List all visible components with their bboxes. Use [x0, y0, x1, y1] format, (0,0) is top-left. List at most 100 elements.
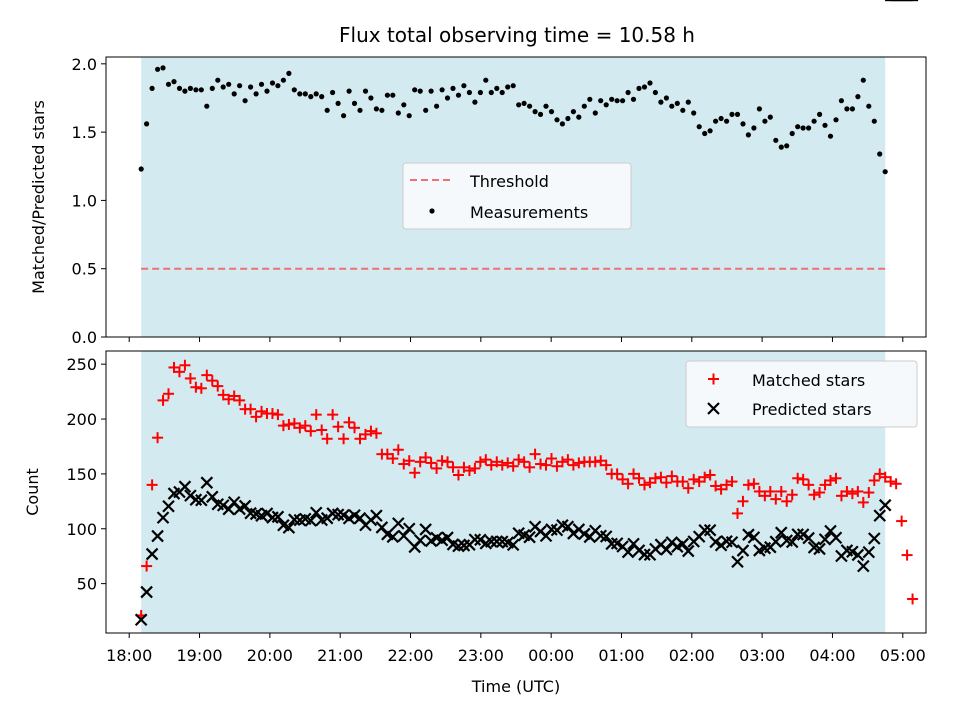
- y-tick-label: 100: [66, 520, 97, 539]
- ratio-point: [215, 77, 221, 83]
- legend-measurements-label: Measurements: [470, 203, 588, 222]
- predicted-point: [857, 559, 870, 573]
- matched-point: [660, 477, 672, 489]
- ratio-point: [806, 125, 812, 131]
- ratio-point: [406, 113, 412, 119]
- ratio-point: [204, 103, 210, 109]
- matched-point: [157, 394, 169, 406]
- ratio-point: [346, 88, 352, 94]
- x-tick-label: 19:00: [176, 646, 222, 665]
- ratio-point: [587, 96, 593, 102]
- ratio-point: [362, 88, 369, 94]
- ratio-point: [598, 98, 604, 104]
- ratio-point: [182, 88, 188, 94]
- matched-point: [146, 479, 158, 491]
- ratio-point: [734, 111, 741, 117]
- y-tick-label: 1.5: [72, 123, 97, 142]
- matched-point: [907, 593, 919, 605]
- predicted-point: [397, 529, 411, 543]
- top-y-ticks: 0.0 0.5 1.0 1.5 2.0: [72, 55, 106, 347]
- ratio-point: [658, 99, 664, 105]
- matched-point: [781, 495, 793, 507]
- matched-point: [896, 515, 908, 527]
- chart-title: Flux total observing time = 10.58 h: [339, 23, 695, 47]
- matched-point: [764, 485, 776, 497]
- matched-point: [327, 409, 339, 421]
- ratio-point: [269, 80, 276, 86]
- ratio-point: [838, 98, 845, 104]
- matched-point: [305, 425, 317, 437]
- ratio-point: [231, 91, 237, 97]
- predicted-point: [747, 531, 761, 544]
- ratio-point: [395, 110, 401, 116]
- ratio-point: [258, 81, 265, 87]
- matched-point: [496, 459, 508, 471]
- legend-measurements-swatch: [429, 208, 435, 214]
- ratio-point: [488, 89, 494, 96]
- predicted-point: [282, 521, 296, 534]
- ratio-point: [351, 100, 358, 106]
- matched-point: [742, 479, 754, 491]
- predicted-point: [304, 514, 318, 527]
- x-axis-label: Time (UTC): [471, 677, 560, 696]
- ratio-point: [220, 84, 226, 90]
- ratio-point: [822, 122, 828, 128]
- x-tick-label: 05:00: [880, 646, 926, 665]
- ratio-point: [171, 79, 177, 85]
- x-tick-label: 03:00: [739, 646, 785, 665]
- matched-point: [792, 472, 804, 484]
- ratio-point: [373, 106, 379, 112]
- x-tick-label: 18:00: [106, 646, 152, 665]
- y-tick-label: 2.0: [72, 55, 97, 74]
- y-tick-label: 250: [66, 355, 97, 374]
- matched-point: [857, 496, 869, 508]
- ratio-point: [740, 121, 746, 127]
- x-tick-label: 21:00: [317, 646, 363, 665]
- ratio-point: [581, 103, 587, 109]
- matched-point: [365, 425, 377, 437]
- matched-point: [507, 460, 519, 472]
- ratio-point: [390, 92, 396, 98]
- predicted-point: [402, 522, 416, 536]
- predicted-point: [178, 480, 192, 493]
- x-tick-label: 20:00: [247, 646, 293, 665]
- matched-point: [803, 479, 815, 491]
- matched-point: [190, 381, 202, 393]
- predicted-point: [506, 538, 520, 552]
- predicted-point: [681, 544, 695, 558]
- ratio-point: [401, 102, 407, 108]
- matched-point: [392, 444, 404, 456]
- ratio-point: [138, 166, 144, 172]
- predicted-point: [386, 530, 400, 544]
- top-legend: Threshold Measurements: [402, 162, 632, 230]
- predicted-point: [851, 548, 865, 562]
- ratio-point: [412, 87, 418, 93]
- matched-point: [775, 485, 787, 497]
- ratio-point: [275, 83, 281, 89]
- predicted-point: [370, 509, 383, 522]
- ratio-point: [696, 124, 702, 130]
- predicted-point: [206, 490, 219, 504]
- y-tick-label: 50: [77, 575, 97, 594]
- ratio-point: [516, 102, 522, 108]
- predicted-point: [736, 544, 750, 557]
- matched-point: [474, 456, 486, 468]
- predicted-point: [309, 506, 323, 520]
- ratio-point: [652, 89, 659, 96]
- predicted-point: [785, 535, 799, 549]
- top-axes-frame: [105, 56, 927, 338]
- ratio-point: [789, 130, 795, 137]
- bottom-legend-box: [685, 360, 918, 428]
- matched-point: [797, 473, 809, 485]
- y-tick-label: 150: [66, 465, 97, 484]
- ratio-point: [685, 99, 691, 105]
- ratio-point: [833, 117, 839, 123]
- matched-point: [535, 458, 547, 470]
- matched-point: [846, 488, 858, 500]
- x-tick-label: 01:00: [598, 646, 644, 665]
- matched-point: [349, 422, 361, 434]
- ratio-point: [636, 85, 642, 91]
- ratio-point: [313, 91, 319, 97]
- top-y-axis-label: Matched/Predicted stars: [29, 100, 48, 294]
